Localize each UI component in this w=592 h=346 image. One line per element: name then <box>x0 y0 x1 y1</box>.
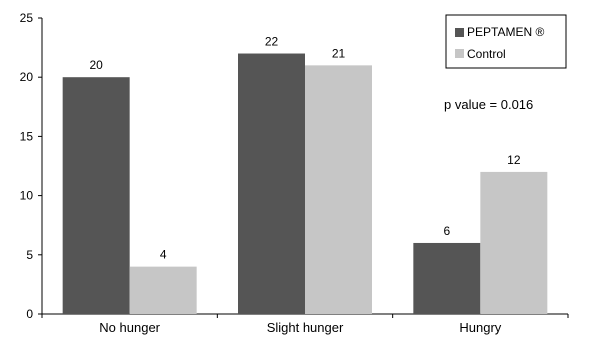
data-label: 22 <box>265 35 279 49</box>
data-label: 20 <box>89 58 103 72</box>
legend-box <box>445 14 567 69</box>
bar-2 <box>129 266 197 314</box>
bar-2 <box>480 171 548 314</box>
y-tick-label: 5 <box>26 248 33 262</box>
legend-label-series-2: Control <box>467 47 506 61</box>
y-tick-label: 20 <box>20 70 34 84</box>
legend-swatch-series-1 <box>455 28 464 37</box>
data-label: 4 <box>160 248 167 262</box>
legend-swatch-series-2 <box>455 49 464 58</box>
legend: PEPTAMEN ® Control <box>445 14 567 69</box>
data-labels: 20 4 22 21 6 12 <box>89 35 520 262</box>
data-label: 21 <box>332 46 346 60</box>
y-tick-label: 15 <box>20 129 34 143</box>
x-tick-label: Hungry <box>459 320 501 335</box>
bar-1 <box>62 77 130 314</box>
y-tick-label: 10 <box>20 189 34 203</box>
y-tick-label: 25 <box>20 11 34 25</box>
axes: 0 5 10 15 20 25 No hunger Slight hunger Hungry <box>20 11 569 335</box>
x-tick-label: Slight hunger <box>267 320 344 335</box>
bar-2 <box>305 65 372 314</box>
bar-1 <box>238 53 305 315</box>
x-tick-label: No hunger <box>99 320 160 335</box>
bars <box>62 53 548 315</box>
data-label: 6 <box>443 224 450 238</box>
legend-label-series-1: PEPTAMEN ® <box>467 25 544 39</box>
y-tick-label: 0 <box>26 307 33 321</box>
bar-1 <box>413 242 481 314</box>
p-value-annotation: p value = 0.016 <box>444 97 533 112</box>
data-label: 12 <box>507 153 521 167</box>
